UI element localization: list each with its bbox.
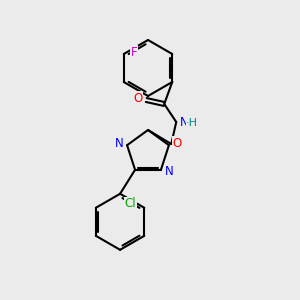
Text: F: F (130, 46, 137, 59)
Text: O: O (172, 137, 182, 150)
Text: Cl: Cl (124, 197, 136, 210)
Text: ·H: ·H (186, 118, 198, 128)
Text: N: N (165, 165, 173, 178)
Text: N: N (115, 137, 124, 150)
Text: O: O (134, 92, 143, 104)
Text: N: N (180, 116, 189, 128)
